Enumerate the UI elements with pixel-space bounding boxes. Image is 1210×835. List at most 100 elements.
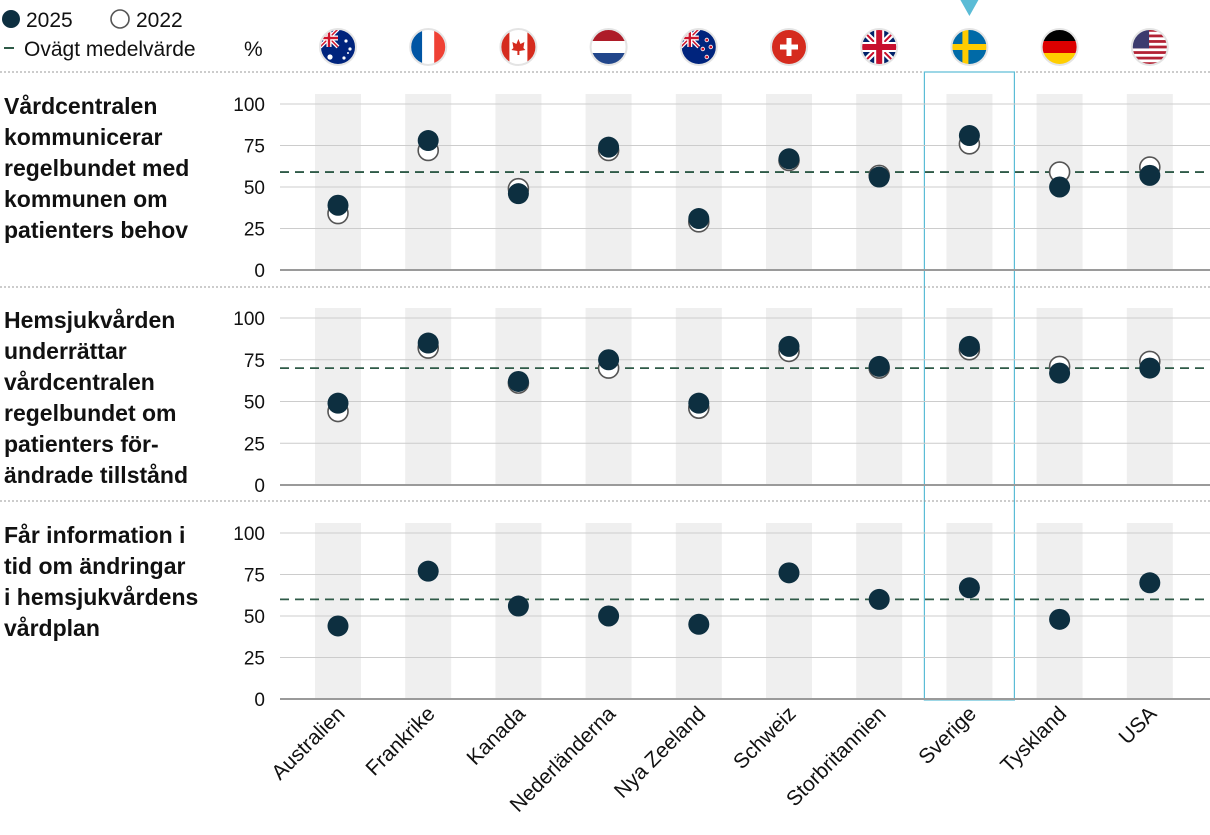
panel-title-line: Hemsjukvården	[4, 307, 175, 333]
dot-2025	[1139, 572, 1161, 594]
x-tick-label: Sverige	[914, 702, 981, 769]
panel-title-line: patienters för-	[4, 431, 159, 457]
column-band	[946, 308, 993, 485]
column-band	[675, 94, 722, 270]
uk-flag-icon	[860, 28, 899, 66]
legend-average-label: Ovägt medelvärde	[24, 38, 196, 61]
dot-2025	[598, 349, 620, 371]
column-band	[585, 94, 632, 270]
y-tick-label: 50	[244, 178, 265, 199]
legend-2022-label: 2022	[136, 9, 183, 32]
dot-2025	[958, 577, 980, 599]
legend-unit-label: %	[244, 38, 263, 61]
y-tick-label: 75	[244, 351, 265, 372]
dot-2025	[417, 130, 439, 152]
column-band	[405, 94, 452, 270]
dot-2025	[327, 615, 349, 637]
x-tick-label: Kanada	[462, 702, 530, 770]
dot-2025	[868, 588, 890, 610]
column-band	[946, 94, 993, 270]
dot-2025	[868, 166, 890, 188]
dot-2025	[688, 613, 710, 635]
y-tick-label: 100	[233, 95, 265, 116]
dot-2025	[417, 332, 439, 354]
dot-2025	[598, 605, 620, 627]
usa-flag-icon	[1130, 28, 1169, 66]
new-zealand-flag-icon	[679, 28, 718, 66]
dot-2025	[598, 136, 620, 158]
panel-title-line: underrättar	[4, 338, 127, 364]
panel-title-line: i hemsjukvårdens	[4, 584, 198, 610]
column-band	[1036, 308, 1083, 485]
panel-title-line: regelbundet med	[4, 155, 189, 181]
x-tick-label: Australien	[267, 702, 349, 784]
panel-title-line: vårdplan	[4, 615, 100, 641]
column-band	[766, 94, 812, 270]
legend-2025-marker	[2, 10, 20, 28]
panel-title-line: vårdcentralen	[4, 369, 155, 395]
column-band	[585, 308, 632, 485]
panel-title-line: kommunen om	[4, 186, 168, 212]
germany-flag-icon	[1040, 28, 1079, 66]
australia-flag-icon	[319, 28, 357, 66]
dot-2025	[1049, 608, 1071, 630]
column-band	[315, 94, 361, 270]
dot-2025	[417, 560, 439, 582]
dot-2025	[958, 125, 980, 147]
dot-2025	[868, 355, 890, 377]
y-tick-label: 50	[244, 607, 265, 628]
column-band	[856, 523, 903, 699]
y-tick-label: 50	[244, 393, 265, 414]
y-tick-label: 25	[244, 649, 265, 670]
legend-2022-marker	[110, 9, 130, 29]
x-tick-label: Nya Zeeland	[610, 702, 710, 802]
column-band	[946, 523, 993, 699]
dot-2025	[778, 562, 800, 584]
dot-2025	[507, 595, 529, 617]
dot-2025	[688, 208, 710, 230]
dot-2025	[507, 370, 529, 392]
x-tick-label: Schweiz	[729, 702, 801, 774]
column-band	[495, 308, 542, 485]
y-tick-label: 0	[254, 476, 265, 497]
column-band	[766, 308, 812, 485]
dot-2025	[327, 392, 349, 414]
sweden-flag-icon	[950, 28, 989, 66]
switzerland-flag-icon	[770, 28, 808, 66]
y-tick-label: 100	[233, 309, 265, 330]
dot-2025	[1049, 176, 1071, 198]
dot-2025	[778, 148, 800, 170]
y-tick-label: 25	[244, 220, 265, 241]
netherlands-flag-icon	[589, 28, 628, 66]
panel-title-line: regelbundet om	[4, 400, 177, 426]
dot-2025	[507, 183, 529, 205]
panel-title-line: kommunicerar	[4, 124, 163, 150]
panel-title-line: patienters behov	[4, 217, 188, 243]
panel-3: Får information i tid om ändringar i hemsj…	[4, 522, 1210, 711]
column-band	[1126, 523, 1173, 699]
legend-2025-label: 2025	[26, 9, 73, 32]
france-flag-icon	[409, 28, 448, 66]
column-band	[766, 523, 812, 699]
panel-title-line: Vårdcentralen	[4, 93, 157, 119]
panel-title-line: Får information i	[4, 522, 185, 548]
y-tick-label: 0	[254, 261, 265, 282]
dot-2025	[1139, 357, 1161, 379]
column-band	[856, 308, 903, 485]
column-band	[405, 523, 452, 699]
x-tick-label: Tyskland	[996, 702, 1071, 777]
panel-title-line: tid om ändringar	[4, 553, 186, 579]
y-tick-label: 100	[233, 524, 265, 545]
dot-2025	[778, 335, 800, 357]
dot-2025	[327, 194, 349, 216]
panel-1: Vårdcentralen kommunicerar regelbundet med…	[0, 93, 1210, 288]
dot-2025	[958, 335, 980, 357]
column-band	[675, 523, 722, 699]
panel-2: Hemsjukvården underrättar vårdcentralen reg…	[0, 307, 1210, 502]
dot-2025	[1049, 362, 1071, 384]
x-tick-label: USA	[1115, 702, 1162, 749]
y-tick-label: 0	[254, 690, 265, 711]
column-band	[315, 523, 361, 699]
panel-title-line: ändrade tillstånd	[4, 462, 188, 488]
